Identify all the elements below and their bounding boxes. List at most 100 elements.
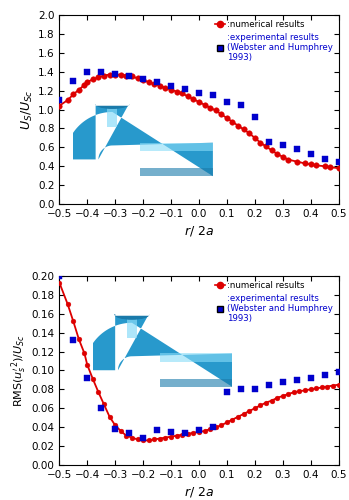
Point — [140, 436, 146, 444]
Point — [124, 72, 129, 80]
Point — [294, 376, 299, 384]
Point — [168, 432, 174, 440]
Point — [163, 84, 168, 92]
Point — [146, 78, 151, 86]
Point — [84, 78, 90, 86]
Point — [185, 92, 191, 100]
Point — [280, 140, 285, 148]
Point — [308, 386, 313, 394]
Point — [336, 368, 341, 376]
Point — [140, 76, 146, 84]
Point — [224, 98, 230, 106]
Point — [154, 426, 160, 434]
Point — [224, 388, 230, 396]
Point — [202, 427, 207, 435]
Point — [294, 158, 299, 166]
Point — [252, 134, 258, 142]
Point — [322, 154, 327, 162]
Point — [218, 110, 224, 118]
Point — [246, 129, 252, 137]
Point — [218, 422, 224, 430]
Point — [107, 413, 112, 421]
Point — [179, 90, 185, 98]
Point — [230, 118, 235, 126]
Legend: :numerical results, :experimental results
(Webster and Humphrey
1993): :numerical results, :experimental result… — [211, 278, 337, 327]
Point — [157, 434, 163, 442]
Point — [327, 163, 333, 171]
Point — [319, 384, 325, 392]
Point — [252, 386, 258, 394]
Point — [179, 430, 185, 438]
Point — [70, 77, 76, 85]
Point — [196, 98, 202, 106]
Point — [266, 138, 272, 145]
Point — [280, 153, 285, 161]
Point — [101, 72, 107, 80]
Point — [57, 278, 62, 286]
Point — [112, 70, 118, 78]
Point — [313, 162, 319, 170]
X-axis label: $r/\ 2a$: $r/\ 2a$ — [184, 486, 214, 500]
Point — [302, 160, 308, 168]
Point — [112, 425, 118, 433]
Point — [57, 96, 62, 104]
Point — [129, 72, 135, 80]
Point — [280, 378, 285, 386]
Point — [124, 432, 129, 440]
Point — [241, 410, 246, 418]
Point — [241, 126, 246, 134]
Point — [90, 375, 96, 383]
Point — [163, 434, 168, 442]
Point — [151, 80, 157, 88]
Point — [263, 142, 269, 150]
Point — [274, 394, 280, 402]
Point — [140, 76, 146, 84]
Point — [90, 76, 96, 84]
Point — [297, 388, 302, 396]
Y-axis label: $\mathrm{RMS}({u^{\prime}_s}^2)/U_{Sc}$: $\mathrm{RMS}({u^{\prime}_s}^2)/U_{Sc}$ — [9, 334, 29, 407]
Point — [294, 145, 299, 153]
Point — [126, 429, 132, 437]
Point — [308, 160, 313, 168]
Point — [82, 350, 87, 358]
Point — [258, 138, 263, 146]
Point — [196, 88, 202, 96]
Point — [182, 84, 188, 92]
Point — [330, 382, 336, 390]
Point — [126, 72, 132, 80]
Point — [191, 95, 196, 103]
Point — [70, 90, 76, 98]
Point — [101, 400, 107, 408]
Point — [196, 428, 202, 436]
Point — [266, 380, 272, 388]
Point — [235, 413, 241, 421]
Point — [322, 162, 327, 170]
Point — [84, 68, 90, 76]
Point — [224, 418, 230, 426]
Point — [112, 70, 118, 78]
Point — [313, 384, 319, 392]
Point — [308, 374, 313, 382]
Point — [258, 402, 263, 409]
Point — [70, 336, 76, 344]
Y-axis label: $U_S/U_{Sc}$: $U_S/U_{Sc}$ — [20, 89, 35, 130]
Point — [269, 146, 274, 154]
Point — [308, 150, 313, 158]
Point — [84, 374, 90, 382]
Point — [174, 88, 179, 96]
Point — [224, 114, 230, 122]
Point — [322, 371, 327, 379]
Point — [285, 156, 291, 164]
Point — [96, 74, 101, 82]
Point — [336, 164, 341, 172]
Point — [96, 388, 101, 396]
Point — [202, 101, 207, 109]
Point — [291, 388, 297, 396]
Point — [70, 318, 76, 326]
Point — [82, 81, 87, 89]
Point — [246, 407, 252, 415]
Point — [210, 92, 216, 100]
Point — [168, 428, 174, 436]
Point — [325, 382, 330, 390]
Point — [263, 398, 269, 406]
